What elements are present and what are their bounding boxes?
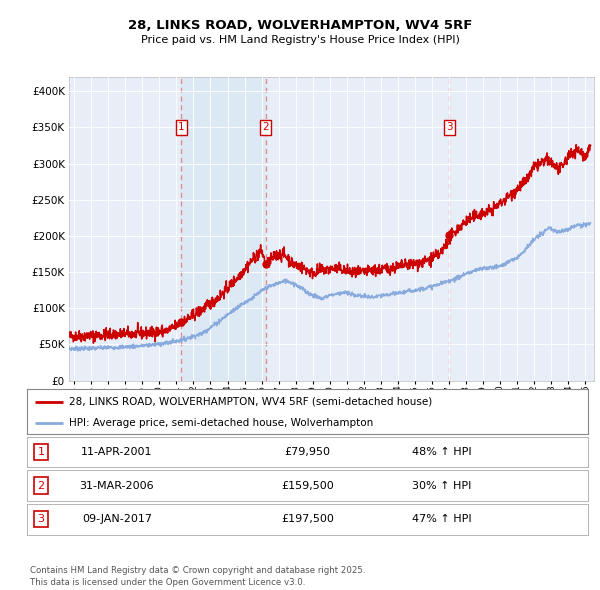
Text: 2: 2 xyxy=(37,481,44,490)
Bar xyxy=(181,77,266,381)
Text: 1: 1 xyxy=(38,447,44,457)
Text: 3: 3 xyxy=(38,514,44,524)
Text: 30% ↑ HPI: 30% ↑ HPI xyxy=(412,481,472,490)
Text: 28, LINKS ROAD, WOLVERHAMPTON, WV4 5RF (semi-detached house): 28, LINKS ROAD, WOLVERHAMPTON, WV4 5RF (… xyxy=(69,397,433,407)
Text: HPI: Average price, semi-detached house, Wolverhampton: HPI: Average price, semi-detached house,… xyxy=(69,418,373,428)
Text: Contains HM Land Registry data © Crown copyright and database right 2025.
This d: Contains HM Land Registry data © Crown c… xyxy=(30,566,365,587)
Text: 31-MAR-2006: 31-MAR-2006 xyxy=(79,481,154,490)
Text: 28, LINKS ROAD, WOLVERHAMPTON, WV4 5RF: 28, LINKS ROAD, WOLVERHAMPTON, WV4 5RF xyxy=(128,19,472,32)
Text: 2: 2 xyxy=(263,122,269,132)
Text: 48% ↑ HPI: 48% ↑ HPI xyxy=(412,447,472,457)
Text: 1: 1 xyxy=(178,122,184,132)
Text: £197,500: £197,500 xyxy=(281,514,334,524)
Text: 09-JAN-2017: 09-JAN-2017 xyxy=(82,514,152,524)
Text: Price paid vs. HM Land Registry's House Price Index (HPI): Price paid vs. HM Land Registry's House … xyxy=(140,35,460,45)
Text: 3: 3 xyxy=(446,122,453,132)
Text: £159,500: £159,500 xyxy=(281,481,334,490)
Text: 11-APR-2001: 11-APR-2001 xyxy=(81,447,152,457)
Text: 47% ↑ HPI: 47% ↑ HPI xyxy=(412,514,472,524)
Text: £79,950: £79,950 xyxy=(284,447,331,457)
